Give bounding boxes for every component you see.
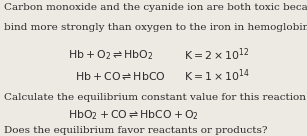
Text: Calculate the equilibrium constant value for this reaction.: Calculate the equilibrium constant value… [4, 93, 307, 102]
Text: $\mathrm{HbO_2 + CO \rightleftharpoons HbCO + O_2}$: $\mathrm{HbO_2 + CO \rightleftharpoons H… [68, 108, 199, 122]
Text: $\mathrm{K = 2 \times 10^{12}}$: $\mathrm{K = 2 \times 10^{12}}$ [184, 47, 250, 63]
Text: $\mathrm{Hb + O_2 \rightleftharpoons HbO_2}$: $\mathrm{Hb + O_2 \rightleftharpoons HbO… [68, 48, 153, 62]
Text: $\mathrm{K = 1 \times 10^{14}}$: $\mathrm{K = 1 \times 10^{14}}$ [184, 68, 250, 84]
Text: Does the equilibrium favor reactants or products?: Does the equilibrium favor reactants or … [4, 126, 267, 135]
Text: bind more strongly than oxygen to the iron in hemoglobin (Hb).: bind more strongly than oxygen to the ir… [4, 23, 307, 32]
Text: Carbon monoxide and the cyanide ion are both toxic because they: Carbon monoxide and the cyanide ion are … [4, 3, 307, 12]
Text: $\mathrm{Hb + CO \rightleftharpoons HbCO}$: $\mathrm{Hb + CO \rightleftharpoons HbCO… [75, 70, 166, 82]
